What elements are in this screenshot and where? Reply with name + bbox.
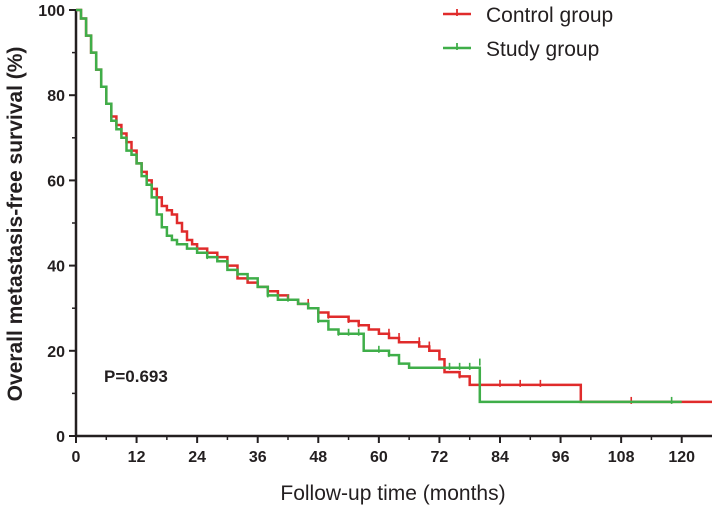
y-tick-label: 100 bbox=[38, 3, 65, 20]
x-tick-label: 96 bbox=[552, 449, 570, 466]
x-tick-label: 108 bbox=[608, 449, 635, 466]
x-tick-label: 48 bbox=[309, 449, 327, 466]
y-axis-title: Overall metastasis-free survival (%) bbox=[4, 47, 27, 402]
legend-label: Study group bbox=[486, 38, 599, 61]
y-tick-label: 0 bbox=[56, 429, 65, 446]
x-tick-label: 60 bbox=[370, 449, 388, 466]
x-axis-title: Follow-up time (months) bbox=[280, 482, 505, 505]
km-curve-control bbox=[76, 8, 712, 404]
y-tick-label: 80 bbox=[47, 88, 65, 105]
legend-label: Control group bbox=[486, 4, 613, 27]
x-tick-label: 12 bbox=[128, 449, 146, 466]
p-value-annotation: P=0.693 bbox=[104, 367, 168, 386]
x-tick-label: 36 bbox=[249, 449, 267, 466]
x-tick-label: 84 bbox=[491, 449, 509, 466]
x-tick-label: 24 bbox=[188, 449, 206, 466]
series-layer bbox=[76, 8, 712, 404]
x-tick-label: 120 bbox=[668, 449, 695, 466]
y-tick-label: 60 bbox=[47, 173, 65, 190]
legend: Control group Study group bbox=[443, 4, 613, 61]
y-tick-label: 40 bbox=[47, 259, 65, 276]
x-tick-label: 0 bbox=[72, 449, 81, 466]
axes-layer: 0 12 24 36 48 60 72 84 96 108 120 0 20 40 60 80 100 bbox=[38, 3, 712, 466]
y-tick-label: 20 bbox=[47, 344, 65, 361]
x-tick-label: 72 bbox=[431, 449, 449, 466]
